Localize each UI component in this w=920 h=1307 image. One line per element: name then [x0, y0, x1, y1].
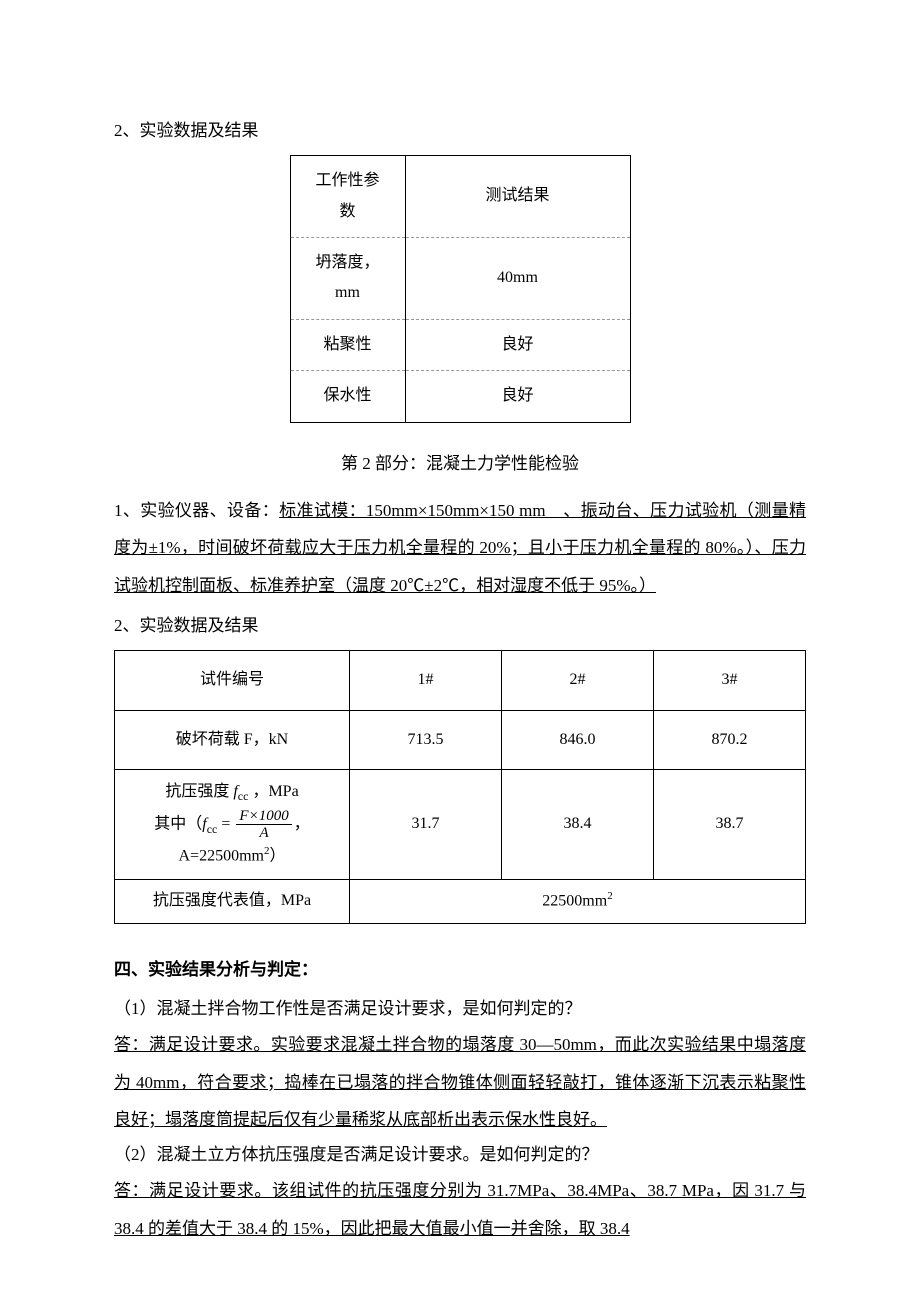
text: ） — [269, 847, 285, 864]
table-row: 粘聚性 良好 — [290, 319, 630, 370]
formula-eq: = — [217, 816, 234, 833]
text: ，MPa — [248, 783, 298, 800]
text: ， — [294, 816, 310, 833]
workability-table: 工作性参数 测试结果 坍落度，mm 40mm 粘聚性 良好 保水性 良好 — [290, 155, 631, 422]
table-cell: 保水性 — [290, 371, 405, 422]
section-2b-title: 2、实验数据及结果 — [114, 610, 806, 642]
table-cell: 713.5 — [350, 710, 502, 769]
table-cell: 40mm — [405, 238, 630, 320]
formula-sub: cc — [238, 789, 249, 803]
table-header: 1# — [350, 651, 502, 710]
strength-table: 试件编号 1# 2# 3# 破坏荷载 F，kN 713.5 846.0 870.… — [114, 650, 806, 923]
equipment-paragraph: 1、实验仪器、设备：标准试模：150mm×150mm×150 mm 、振动台、压… — [114, 492, 806, 604]
table-cell: 抗压强度代表值，MPa — [115, 880, 350, 924]
table-cell: 良好 — [405, 319, 630, 370]
equipment-prefix: 1、实验仪器、设备： — [114, 501, 279, 520]
table-row: 坍落度，mm 40mm — [290, 238, 630, 320]
text: A=22500mm — [179, 847, 264, 864]
table-cell: 坍落度，mm — [290, 238, 405, 320]
table-cell: 846.0 — [502, 710, 654, 769]
question-1: （1）混凝土拌合物工作性是否满足设计要求，是如何判定的？ — [114, 992, 806, 1026]
formula-cell: 抗压强度 fcc ，MPa 其中（fcc = F×1000A， A=22500m… — [115, 770, 350, 880]
table-header-result: 测试结果 — [405, 156, 630, 238]
table-cell: 良好 — [405, 371, 630, 422]
text: 22500mm — [542, 892, 607, 909]
section-2-title: 2、实验数据及结果 — [114, 115, 806, 147]
table-cell: 870.2 — [654, 710, 806, 769]
table-cell: 38.4 — [502, 770, 654, 880]
question-2: （2）混凝土立方体抗压强度是否满足设计要求。是如何判定的？ — [114, 1138, 806, 1172]
fraction-num: F×1000 — [236, 808, 291, 826]
table-header: 3# — [654, 651, 806, 710]
fraction: F×1000A — [236, 808, 291, 842]
table-cell: 破坏荷载 F，kN — [115, 710, 350, 769]
formula-sup: 2 — [607, 890, 613, 902]
section-4-title: 四、实验结果分析与判定： — [114, 954, 806, 986]
part-2-title: 第 2 部分：混凝土力学性能检验 — [114, 448, 806, 480]
table-row: 保水性 良好 — [290, 371, 630, 422]
table-row: 抗压强度 fcc ，MPa 其中（fcc = F×1000A， A=22500m… — [115, 770, 806, 880]
table-row: 试件编号 1# 2# 3# — [115, 651, 806, 710]
text: 其中（ — [154, 816, 202, 833]
fraction-den: A — [236, 825, 291, 842]
table-row: 破坏荷载 F，kN 713.5 846.0 870.2 — [115, 710, 806, 769]
text: 抗压强度 — [165, 783, 233, 800]
table-row: 工作性参数 测试结果 — [290, 156, 630, 238]
table-row: 抗压强度代表值，MPa 22500mm2 — [115, 880, 806, 924]
formula-sub: cc — [207, 822, 218, 836]
table-header-param: 工作性参数 — [290, 156, 405, 238]
answer-2: 答：满足设计要求。该组试件的抗压强度分别为 31.7MPa、38.4MPa、38… — [114, 1172, 806, 1247]
table-cell-merged: 22500mm2 — [350, 880, 806, 924]
table-header: 2# — [502, 651, 654, 710]
table-cell: 31.7 — [350, 770, 502, 880]
table-header: 试件编号 — [115, 651, 350, 710]
table-cell: 38.7 — [654, 770, 806, 880]
answer-1: 答：满足设计要求。实验要求混凝土拌合物的塌落度 30—50mm，而此次实验结果中… — [114, 1026, 806, 1138]
table-cell: 粘聚性 — [290, 319, 405, 370]
